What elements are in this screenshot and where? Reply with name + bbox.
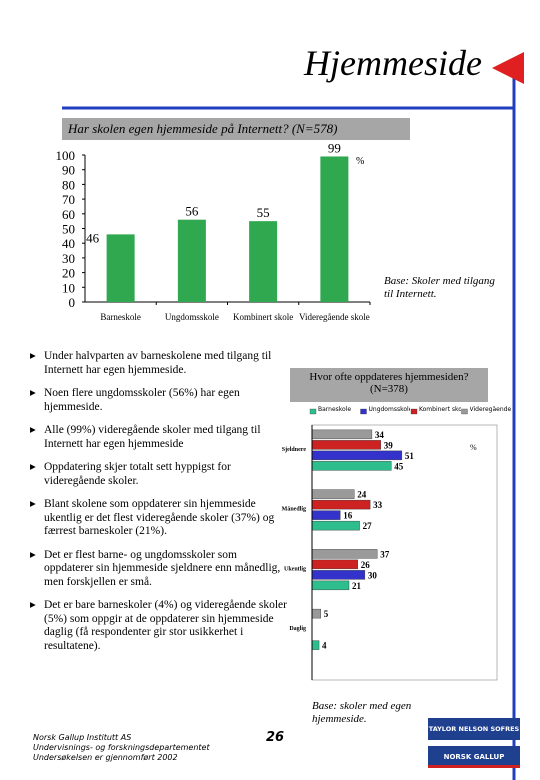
unit: %: [470, 443, 477, 452]
unit: %: [356, 156, 364, 167]
arrow: [492, 52, 524, 84]
bar: [320, 156, 349, 302]
chart-note: Base: skoler med egen hjemmeside.: [312, 700, 412, 725]
value-label: 4: [322, 641, 327, 651]
value-label: 37: [380, 549, 390, 559]
y-tick-label: 50: [62, 222, 75, 237]
y-tick-label: 40: [62, 236, 75, 251]
logo: NORSK GALLUP: [428, 746, 520, 768]
value-label: 51: [405, 451, 415, 461]
y-tick-label: 90: [62, 163, 75, 178]
chart-title: Hvor ofte oppdateres hjemmesiden? (N=378…: [290, 368, 488, 402]
bar: [311, 559, 359, 570]
legend-label: Kombinert skole: [419, 406, 461, 413]
legend-label: Barneskole: [318, 406, 352, 413]
y-tick-label: 30: [62, 251, 75, 266]
chart-title: Har skolen egen hjemmeside på Internett?…: [62, 118, 410, 140]
bullet: Oppdatering skjer totalt sett hyppigst f…: [30, 461, 288, 488]
bar: [311, 608, 322, 619]
value-label: 99: [328, 140, 341, 155]
footer-line: Undervisnings- og forskningsdepartemente…: [33, 743, 210, 752]
value-label: 30: [368, 570, 378, 580]
value-label: 46: [86, 230, 100, 245]
value-label: 55: [257, 205, 270, 220]
bar: [311, 549, 378, 559]
bar: [311, 510, 341, 520]
x-tick-label: Barneskole: [100, 312, 141, 322]
bar: [311, 640, 320, 650]
value-label: 26: [361, 560, 371, 570]
y-tick-label: 80: [62, 177, 75, 192]
legend-swatch: [309, 408, 317, 415]
legend-swatch: [461, 408, 468, 415]
logo: TAYLOR NELSON SOFRES: [428, 718, 520, 740]
bar: [311, 440, 381, 450]
y-tick-label: 70: [62, 192, 75, 207]
y-tick-label: Ukentlig: [284, 566, 306, 572]
bullet: Noen flere ungdomsskoler (56%) har egen …: [30, 387, 288, 414]
bar: [106, 234, 135, 302]
x-tick-label: Videregående skole: [299, 312, 370, 322]
y-tick-label: 100: [56, 148, 76, 163]
bar: [311, 489, 355, 499]
legend-label: Ungdomsskole: [368, 406, 411, 413]
value-label: 21: [352, 581, 362, 591]
page-title: Hjemmeside: [304, 43, 482, 83]
y-tick-label: 20: [62, 266, 75, 281]
y-tick-label: 0: [69, 295, 76, 310]
bar: [311, 461, 392, 471]
bullet: Under halvparten av barneskolene med til…: [30, 350, 288, 377]
y-tick-label: 10: [62, 280, 75, 295]
bar: [311, 429, 373, 440]
legend-swatch: [360, 408, 367, 415]
value-label: 56: [185, 204, 199, 219]
bar: [311, 570, 366, 580]
y-tick-label: 60: [62, 207, 75, 222]
footer-line: Norsk Gallup Institutt AS: [33, 733, 132, 742]
legend-label: Videregående skole: [469, 406, 512, 413]
value-label: 39: [384, 440, 394, 450]
y-tick-label: Sjeldnere: [282, 447, 307, 453]
value-label: 16: [343, 511, 353, 521]
bullet: Det er bare barneskoler (4%) og videregå…: [30, 599, 288, 653]
bar: [311, 499, 371, 510]
x-tick-label: Kombinert skole: [233, 312, 294, 322]
bar: [177, 219, 206, 302]
value-label: 24: [357, 490, 367, 500]
bullet: Blant skolene som oppdaterer sin hjemmes…: [30, 498, 288, 539]
x-tick-label: Ungdomsskole: [164, 312, 219, 322]
value-label: 45: [394, 461, 404, 471]
bar: [311, 520, 360, 531]
page-number: 26: [266, 730, 285, 745]
footer-line: Undersøkelsen er gjennomført 2002: [33, 753, 178, 762]
bullet: Det er flest barne- og ungdomsskoler som…: [30, 549, 288, 590]
value-label: 33: [373, 500, 383, 510]
value-label: 27: [363, 521, 373, 531]
value-label: 5: [324, 609, 329, 619]
bullet: Alle (99%) videregående skoler med tilga…: [30, 424, 288, 451]
bar: [311, 450, 403, 461]
y-tick-label: Daglig: [289, 626, 306, 632]
legend-swatch: [410, 408, 418, 415]
value-label: 34: [375, 430, 385, 440]
bar: [249, 221, 278, 302]
chart-note: Base: Skoler med tilgang til Internett.: [384, 275, 495, 300]
bullet-list: Under halvparten av barneskolene med til…: [30, 350, 288, 663]
footer: Norsk Gallup Institutt AS Undervisnings- …: [33, 733, 210, 763]
bar: [311, 580, 350, 591]
y-tick-label: Månedlig: [282, 506, 306, 513]
